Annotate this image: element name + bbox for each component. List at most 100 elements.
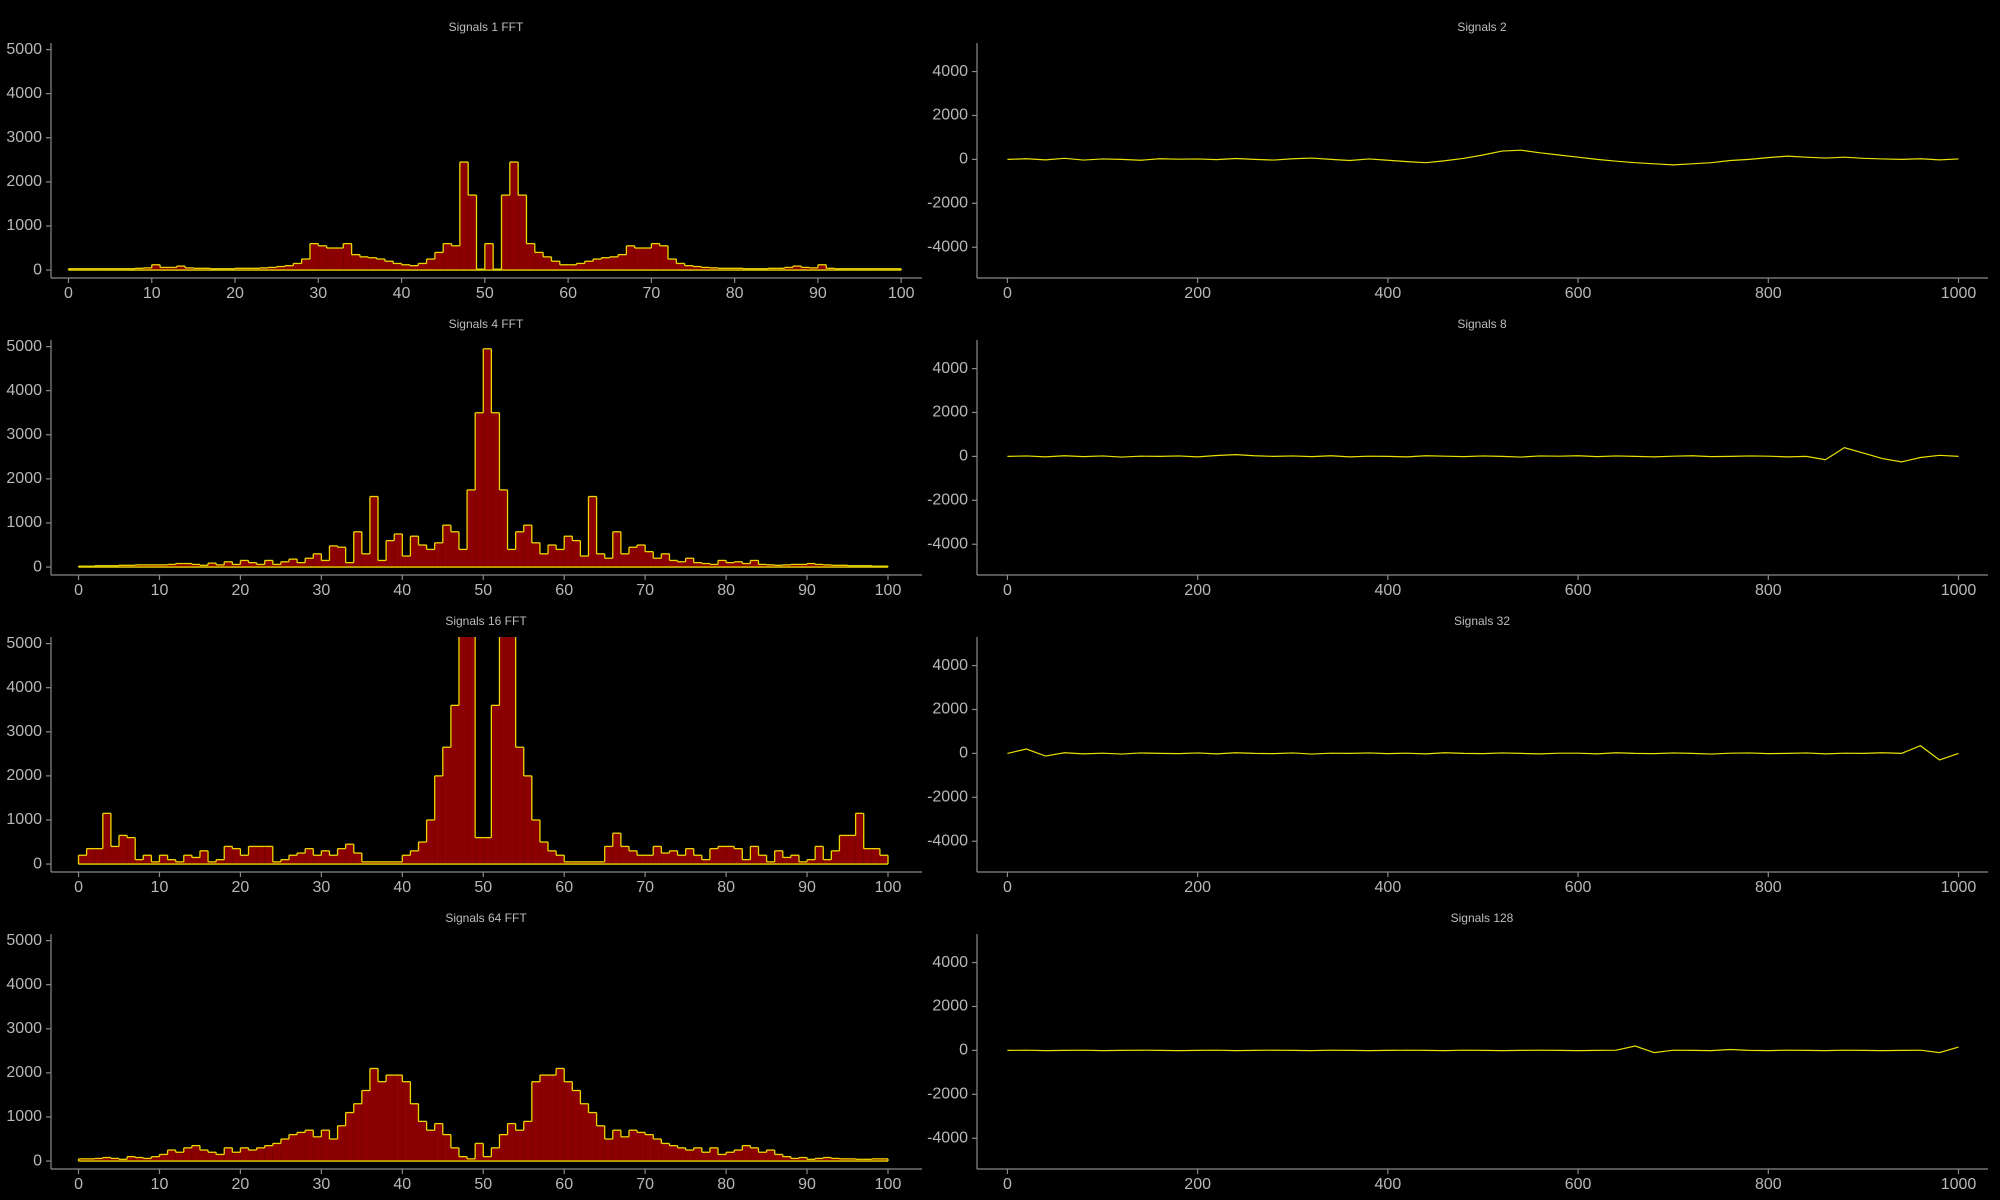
bar: [653, 846, 662, 865]
bar: [499, 637, 508, 865]
bar: [676, 263, 685, 271]
bar: [110, 1158, 119, 1162]
x-tick-label: 200: [1184, 1176, 1211, 1193]
bar: [491, 412, 500, 568]
x-tick-label: 800: [1755, 879, 1782, 896]
bar: [750, 560, 759, 568]
bar: [426, 259, 435, 271]
bar: [118, 835, 128, 865]
bar: [85, 268, 94, 271]
x-tick-label: 400: [1375, 879, 1402, 896]
bar: [892, 268, 902, 271]
bar: [248, 1150, 257, 1162]
bar: [539, 553, 549, 568]
x-tick-label: 200: [1184, 879, 1211, 896]
bar: [337, 547, 346, 568]
bar: [548, 545, 557, 568]
bar: [556, 549, 565, 568]
bar: [418, 842, 427, 865]
bar: [318, 245, 327, 271]
bar: [863, 1159, 872, 1162]
bar: [661, 1143, 670, 1162]
bar: [224, 846, 233, 865]
bar: [807, 563, 816, 568]
bar: [604, 846, 613, 865]
bar: [151, 264, 161, 271]
x-tick-label: 800: [1755, 285, 1782, 302]
bar: [556, 1068, 565, 1162]
plot-area: [77, 637, 889, 865]
y-tick-label: 1000: [6, 217, 42, 234]
bar: [626, 245, 635, 271]
bar: [326, 248, 335, 271]
bar: [434, 775, 443, 865]
bar: [685, 1150, 694, 1162]
bar: [272, 564, 281, 568]
bar: [501, 195, 510, 271]
x-tick-label: 40: [393, 1176, 411, 1193]
bar: [86, 848, 95, 865]
bar: [758, 564, 767, 568]
bar: [596, 861, 605, 865]
bar: [467, 489, 476, 568]
bar: [224, 561, 233, 568]
bar: [596, 553, 605, 568]
bar: [240, 560, 249, 568]
bar: [434, 542, 443, 568]
bar: [637, 545, 646, 568]
bar: [484, 243, 494, 271]
bar: [539, 1075, 549, 1162]
bar: [118, 1159, 128, 1162]
bar: [847, 1158, 856, 1162]
bar: [94, 848, 103, 865]
bar: [526, 243, 535, 271]
bar: [337, 848, 346, 865]
bar: [288, 1134, 298, 1162]
bar: [321, 850, 330, 865]
bar: [576, 263, 585, 271]
y-tick-label: 5000: [6, 338, 42, 355]
x-tick-label: 20: [232, 1176, 250, 1193]
bar: [653, 558, 662, 568]
bar: [102, 565, 111, 568]
bar: [831, 1158, 840, 1162]
bar: [871, 1158, 880, 1162]
y-tick-label: 4000: [932, 63, 968, 80]
bar: [175, 1152, 184, 1162]
bar: [580, 556, 589, 568]
chart-title: Signals 8: [1457, 317, 1507, 331]
bar: [143, 855, 152, 865]
bar: [531, 542, 540, 568]
bar: [394, 1075, 403, 1162]
bar: [343, 243, 352, 271]
bar: [135, 564, 144, 568]
bar: [272, 861, 281, 865]
bar: [807, 1159, 816, 1162]
bar: [402, 1081, 411, 1162]
bar: [191, 857, 200, 865]
x-tick-label: 10: [151, 879, 169, 896]
bar: [564, 1081, 573, 1162]
bar: [523, 525, 532, 568]
y-tick-label: 3000: [6, 426, 42, 443]
bar: [867, 268, 877, 271]
bar: [643, 248, 652, 271]
bar: [143, 564, 152, 568]
bar: [693, 855, 702, 865]
bar: [588, 496, 597, 568]
bar: [531, 819, 540, 865]
x-tick-label: 70: [636, 1176, 654, 1193]
bar: [468, 195, 477, 271]
bar: [410, 850, 419, 865]
bar: [742, 563, 751, 568]
y-tick-label: 0: [959, 448, 968, 465]
bar: [183, 855, 192, 865]
bar: [101, 268, 111, 271]
chart-title: Signals 16 FFT: [445, 614, 527, 628]
y-tick-label: -2000: [927, 195, 968, 212]
bar: [572, 540, 581, 568]
bar: [572, 861, 581, 865]
bar: [386, 1075, 395, 1162]
bar: [313, 553, 322, 568]
bar: [483, 837, 492, 865]
